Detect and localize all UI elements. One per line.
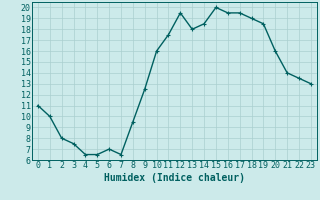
X-axis label: Humidex (Indice chaleur): Humidex (Indice chaleur) xyxy=(104,173,245,183)
